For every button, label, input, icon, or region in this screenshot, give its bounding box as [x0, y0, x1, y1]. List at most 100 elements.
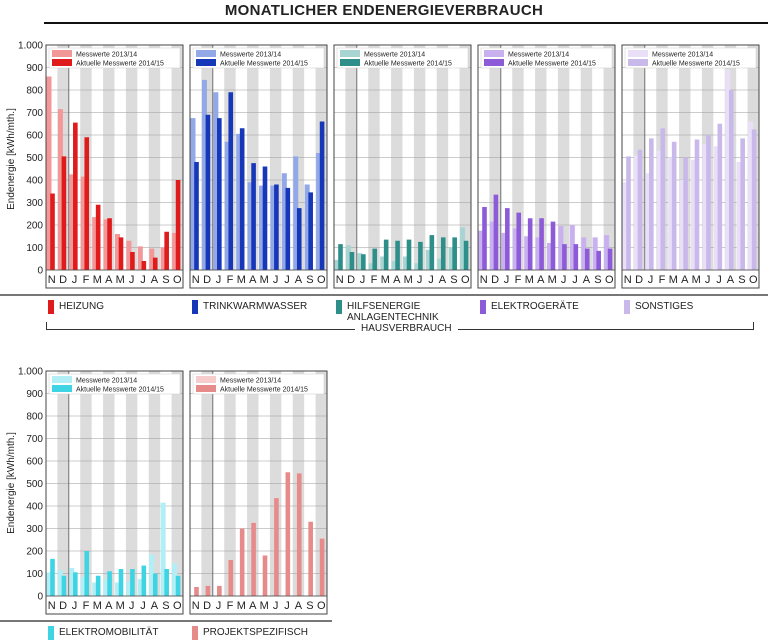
month-label-A: A [249, 274, 257, 286]
bar-prev-N [478, 230, 484, 270]
legend-text-curr: Aktuelle Messwerte 2014/15 [652, 61, 740, 68]
panel-legend-box [480, 47, 613, 69]
page-title: MONATLICHER ENDENERGIEVERBRAUCH [224, 2, 544, 19]
y-tick-label: 900 [26, 389, 43, 400]
bar-curr-N [482, 207, 487, 270]
bar-curr-M [239, 128, 245, 270]
month-label-N: N [336, 274, 344, 286]
legend-text-prev: Messwerte 2013/14 [76, 52, 137, 59]
month-label-F: F [83, 274, 90, 286]
bar-curr-M [671, 141, 677, 270]
bar-prev-J [569, 225, 575, 270]
month-label-J: J [504, 274, 510, 286]
bar-prev-J [126, 581, 132, 596]
month-label-J: J [284, 600, 290, 612]
y-tick-label: 700 [26, 108, 43, 119]
month-label-D: D [635, 274, 643, 286]
bar-prev-A [725, 69, 731, 270]
legend-text-prev: Messwerte 2013/14 [652, 52, 713, 59]
group-bracket-left [46, 322, 47, 330]
y-tick-label: 400 [26, 502, 43, 513]
panel-legend-box [624, 47, 757, 69]
bar-curr-M [550, 221, 556, 270]
bar-curr-A [539, 218, 544, 270]
separator-bottom [0, 620, 332, 622]
legend-projektspezifisch-label: PROJEKTSPEZIFISCH [203, 627, 309, 638]
month-label-M: M [548, 274, 557, 286]
y-tick-label: 100 [26, 569, 43, 580]
bar-curr-M [118, 569, 124, 596]
month-label-J: J [129, 600, 135, 612]
bar-curr-D [205, 585, 211, 596]
bar-curr-A [296, 208, 302, 270]
bar-prev-O [460, 227, 466, 270]
bar-curr-F [516, 212, 522, 270]
bar-curr-A [440, 237, 446, 270]
bar-curr-F [228, 92, 234, 270]
bar-prev-J [645, 173, 651, 270]
month-label-J: J [417, 274, 423, 286]
bar-prev-A [437, 258, 443, 270]
legend-elektrogeraete-label: ELEKTROGERÄTE [491, 301, 579, 312]
month-label-A: A [105, 600, 113, 612]
y-tick-label: 1.000 [18, 41, 43, 52]
bar-prev-O [172, 232, 178, 270]
bar-curr-A [296, 473, 302, 596]
month-label-A: A [439, 274, 447, 286]
bar-curr-F [660, 128, 666, 270]
bar-prev-M [92, 582, 98, 596]
y-tick-label: 200 [26, 547, 43, 558]
month-label-M: M [237, 600, 246, 612]
bar-curr-S [740, 138, 745, 270]
panel-frame [477, 44, 616, 289]
legend-swatch-curr [628, 59, 648, 66]
month-label-M: M [237, 274, 246, 286]
bar-prev-M [524, 236, 530, 270]
bar-prev-S [448, 247, 454, 270]
swatch-elektromobilitaet [48, 626, 54, 640]
month-label-D: D [203, 600, 211, 612]
legend-swatch-prev [484, 50, 504, 57]
month-label-M: M [116, 600, 125, 612]
panel-frame [45, 44, 184, 289]
month-label-A: A [681, 274, 689, 286]
legend-swatch-prev [52, 50, 72, 57]
month-label-J: J [284, 274, 290, 286]
legend-text-curr: Aktuelle Messwerte 2014/15 [76, 387, 164, 394]
bar-prev-J [558, 226, 564, 270]
month-label-J: J [572, 274, 578, 286]
bar-prev-J [357, 253, 363, 270]
month-label-M: M [525, 274, 534, 286]
bar-prev-A [391, 261, 397, 270]
bar-prev-N [46, 572, 52, 596]
bar-curr-A [584, 248, 590, 270]
bar-curr-N [50, 558, 55, 596]
month-label-A: A [295, 274, 303, 286]
bar-prev-A [149, 248, 155, 270]
bar-prev-A [581, 237, 587, 270]
legend-elektromobilitaet: ELEKTROMOBILITÄT [48, 626, 158, 640]
y-tick-label: 800 [26, 412, 43, 423]
month-label-M: M [692, 274, 701, 286]
bar-prev-D [57, 570, 63, 596]
month-label-N: N [48, 600, 56, 612]
month-label-A: A [537, 274, 545, 286]
bar-prev-O [748, 121, 754, 270]
bar-prev-J [713, 146, 719, 270]
bar-prev-N [190, 118, 196, 270]
legend-swatch-prev [52, 376, 72, 383]
bar-prev-A [535, 237, 541, 270]
bar-curr-J [130, 252, 135, 270]
bar-curr-D [205, 114, 211, 270]
bar-curr-M [383, 239, 389, 270]
bar-curr-M [262, 166, 268, 270]
y-tick-label: 0 [37, 266, 43, 277]
bar-curr-J [573, 244, 579, 270]
bar-prev-D [201, 79, 207, 270]
month-label-M: M [404, 274, 413, 286]
bar-prev-J [137, 579, 143, 596]
y-tick-label: 700 [26, 434, 43, 445]
swatch-trinkwarmwasser [192, 300, 198, 314]
panel-frame [45, 370, 184, 615]
bar-curr-A [152, 573, 158, 596]
